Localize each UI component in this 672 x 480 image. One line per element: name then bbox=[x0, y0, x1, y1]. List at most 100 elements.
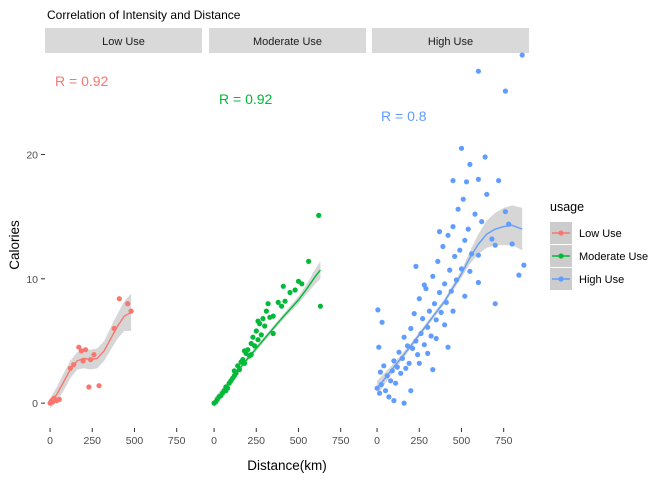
data-point bbox=[479, 219, 485, 225]
facet-strip-label: High Use bbox=[428, 36, 473, 48]
data-point bbox=[420, 316, 426, 322]
data-point bbox=[391, 398, 397, 404]
data-point bbox=[409, 345, 416, 351]
legend-label: Low Use bbox=[579, 228, 622, 240]
data-point bbox=[279, 303, 285, 309]
data-point bbox=[516, 272, 522, 278]
data-point bbox=[386, 394, 392, 400]
trend-line bbox=[376, 224, 523, 389]
data-point bbox=[450, 178, 456, 184]
data-point bbox=[431, 301, 438, 307]
data-point bbox=[389, 368, 395, 374]
x-tick-label: 500 bbox=[290, 435, 308, 447]
data-point bbox=[452, 253, 458, 259]
facet-strip bbox=[372, 28, 529, 53]
data-point bbox=[436, 229, 443, 235]
data-point bbox=[231, 368, 237, 374]
data-point bbox=[377, 369, 383, 375]
confidence-band bbox=[50, 293, 132, 409]
data-point bbox=[433, 317, 439, 323]
data-point bbox=[467, 161, 473, 167]
data-point bbox=[280, 283, 286, 289]
facet-strip-label: Low Use bbox=[102, 36, 145, 48]
data-point bbox=[381, 363, 387, 369]
data-point bbox=[252, 343, 258, 349]
correlation-label: R = 0.92 bbox=[219, 91, 273, 107]
data-point bbox=[406, 360, 412, 366]
trend-line bbox=[213, 269, 321, 404]
correlation-label: R = 0.92 bbox=[55, 73, 109, 89]
data-point bbox=[394, 364, 400, 370]
data-point bbox=[436, 289, 443, 296]
data-point bbox=[255, 318, 261, 324]
legend-key-point bbox=[558, 230, 564, 236]
data-point bbox=[76, 344, 82, 350]
data-point bbox=[492, 301, 498, 307]
data-point bbox=[475, 68, 481, 74]
data-point bbox=[382, 388, 389, 394]
data-point bbox=[457, 247, 463, 253]
data-point bbox=[521, 262, 527, 268]
data-point bbox=[379, 319, 385, 325]
data-point bbox=[253, 328, 259, 334]
x-tick-label: 0 bbox=[211, 435, 217, 447]
data-point bbox=[489, 236, 495, 242]
x-tick-label: 500 bbox=[453, 435, 471, 447]
y-tick-label: 20 bbox=[26, 149, 38, 161]
data-point bbox=[442, 322, 448, 328]
data-point bbox=[378, 381, 384, 388]
data-point bbox=[411, 311, 417, 317]
data-point bbox=[421, 342, 427, 348]
data-point bbox=[262, 323, 268, 329]
data-point bbox=[445, 232, 451, 238]
data-point bbox=[86, 384, 92, 390]
data-point bbox=[245, 347, 251, 353]
legend-label: High Use bbox=[579, 274, 624, 286]
data-point bbox=[455, 206, 461, 212]
data-point bbox=[519, 52, 525, 58]
data-point bbox=[450, 308, 456, 314]
y-tick-label: 0 bbox=[32, 398, 38, 410]
data-point bbox=[472, 211, 478, 217]
data-point bbox=[376, 344, 382, 350]
data-point bbox=[413, 338, 419, 344]
data-point bbox=[430, 367, 436, 373]
data-point bbox=[502, 209, 508, 215]
data-point bbox=[428, 333, 434, 339]
x-tick-label: 0 bbox=[374, 435, 380, 447]
data-point bbox=[393, 380, 399, 386]
data-point bbox=[460, 196, 466, 202]
data-point bbox=[388, 378, 394, 384]
data-point bbox=[317, 303, 323, 309]
data-point bbox=[255, 337, 261, 343]
data-point bbox=[502, 88, 508, 94]
data-point bbox=[282, 298, 288, 304]
legend-title: usage bbox=[550, 200, 584, 214]
data-point bbox=[287, 289, 293, 296]
data-point bbox=[265, 301, 271, 307]
data-point bbox=[82, 347, 89, 353]
x-tick-label: 250 bbox=[84, 435, 102, 447]
data-point bbox=[482, 154, 488, 160]
data-point bbox=[404, 343, 411, 349]
data-point bbox=[462, 237, 468, 243]
data-point bbox=[250, 334, 256, 340]
data-point bbox=[375, 307, 381, 313]
facet-panel: High Use R = 0.8 0 250 500 750 bbox=[372, 28, 529, 447]
data-point bbox=[299, 281, 305, 287]
x-tick-label: 750 bbox=[495, 435, 513, 447]
legend-key-point bbox=[558, 253, 564, 259]
legend-entry: Low Use bbox=[550, 222, 622, 244]
data-point bbox=[445, 344, 451, 350]
y-tick-label: 10 bbox=[26, 274, 38, 286]
trend-line bbox=[49, 311, 132, 404]
data-point bbox=[416, 360, 422, 366]
data-point bbox=[435, 258, 441, 264]
data-point bbox=[270, 313, 276, 319]
data-point bbox=[78, 348, 84, 354]
data-point bbox=[413, 263, 419, 269]
data-point bbox=[496, 178, 502, 184]
data-point bbox=[270, 330, 276, 337]
